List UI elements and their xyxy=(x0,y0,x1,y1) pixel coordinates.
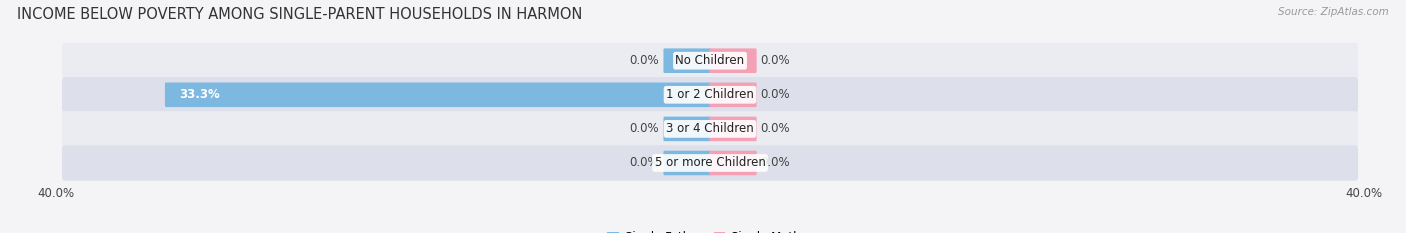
FancyBboxPatch shape xyxy=(165,82,711,107)
FancyBboxPatch shape xyxy=(62,145,1358,181)
FancyBboxPatch shape xyxy=(664,151,711,175)
FancyBboxPatch shape xyxy=(709,82,756,107)
FancyBboxPatch shape xyxy=(62,111,1358,147)
Text: 3 or 4 Children: 3 or 4 Children xyxy=(666,122,754,135)
Text: No Children: No Children xyxy=(675,54,745,67)
FancyBboxPatch shape xyxy=(62,43,1358,79)
Legend: Single Father, Single Mother: Single Father, Single Mother xyxy=(602,226,818,233)
Text: 0.0%: 0.0% xyxy=(761,157,790,169)
Text: 0.0%: 0.0% xyxy=(630,157,659,169)
Text: 0.0%: 0.0% xyxy=(761,88,790,101)
Text: 0.0%: 0.0% xyxy=(761,54,790,67)
Text: 5 or more Children: 5 or more Children xyxy=(655,157,765,169)
FancyBboxPatch shape xyxy=(62,77,1358,113)
FancyBboxPatch shape xyxy=(709,151,756,175)
Text: 1 or 2 Children: 1 or 2 Children xyxy=(666,88,754,101)
FancyBboxPatch shape xyxy=(709,116,756,141)
Text: 0.0%: 0.0% xyxy=(630,54,659,67)
Text: INCOME BELOW POVERTY AMONG SINGLE-PARENT HOUSEHOLDS IN HARMON: INCOME BELOW POVERTY AMONG SINGLE-PARENT… xyxy=(17,7,582,22)
Text: 0.0%: 0.0% xyxy=(761,122,790,135)
FancyBboxPatch shape xyxy=(709,48,756,73)
Text: 33.3%: 33.3% xyxy=(179,88,219,101)
FancyBboxPatch shape xyxy=(664,116,711,141)
Text: Source: ZipAtlas.com: Source: ZipAtlas.com xyxy=(1278,7,1389,17)
FancyBboxPatch shape xyxy=(664,48,711,73)
Text: 0.0%: 0.0% xyxy=(630,122,659,135)
